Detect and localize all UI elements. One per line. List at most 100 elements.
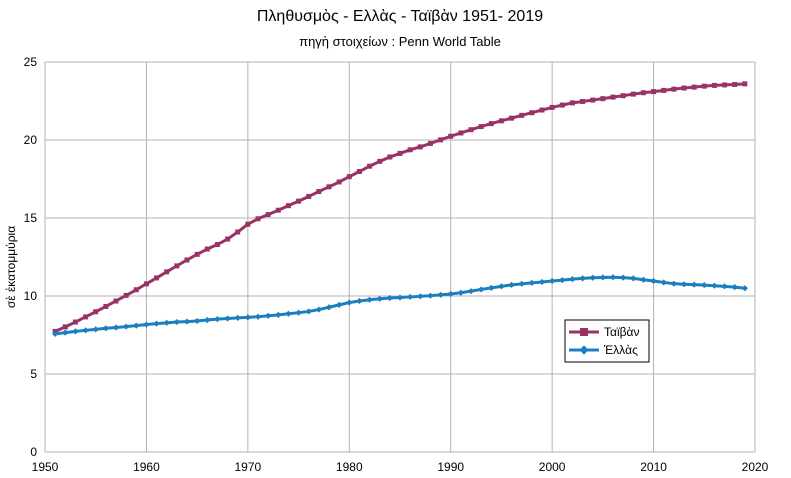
- data-point: [691, 84, 697, 90]
- data-point: [244, 314, 251, 321]
- y-tick-label: 0: [30, 445, 37, 459]
- data-point: [356, 297, 363, 305]
- data-point: [721, 283, 728, 290]
- data-point: [569, 100, 575, 106]
- legend-box: [564, 319, 650, 363]
- data-point: [742, 81, 748, 87]
- series-line: [54, 82, 745, 333]
- legend-marker: [580, 328, 588, 336]
- data-point: [680, 281, 688, 288]
- data-point: [589, 274, 596, 281]
- data-point: [154, 275, 160, 281]
- data-point: [234, 314, 241, 321]
- data-point: [519, 112, 525, 118]
- x-tick-label: 1950: [32, 460, 59, 474]
- x-tick-label: 1990: [437, 460, 464, 474]
- data-point: [488, 121, 494, 127]
- data-point: [651, 89, 657, 95]
- data-point: [367, 163, 373, 169]
- data-point: [315, 306, 322, 313]
- data-point: [83, 314, 89, 320]
- data-point: [346, 174, 352, 180]
- data-point: [336, 301, 343, 308]
- data-point: [72, 328, 79, 335]
- data-point: [600, 96, 606, 102]
- data-point: [316, 188, 322, 194]
- data-point: [498, 118, 504, 124]
- grid: [44, 61, 756, 453]
- legend-entry: Ἑλλὰς: [569, 343, 638, 357]
- data-point: [225, 236, 231, 242]
- series-layer: [52, 81, 748, 338]
- data-point: [488, 284, 495, 291]
- data-point: [458, 130, 464, 136]
- data-point: [438, 137, 444, 143]
- data-point: [590, 97, 596, 103]
- data-point: [671, 86, 677, 92]
- data-point: [417, 293, 424, 300]
- data-point: [599, 274, 606, 281]
- data-point: [133, 322, 140, 329]
- data-point: [112, 324, 120, 331]
- data-point: [722, 82, 728, 88]
- y-tick-label: 25: [24, 55, 38, 69]
- data-point: [275, 311, 282, 318]
- data-point: [174, 263, 180, 269]
- data-point: [650, 277, 657, 285]
- data-point: [701, 281, 708, 289]
- data-point: [164, 269, 170, 275]
- data-point: [661, 87, 667, 93]
- data-point: [580, 98, 586, 104]
- data-point: [184, 257, 190, 263]
- x-tick-label: 2020: [742, 460, 769, 474]
- y-tick-label: 15: [24, 211, 38, 225]
- data-point: [630, 275, 637, 282]
- data-point: [305, 308, 312, 315]
- data-point: [92, 326, 99, 333]
- data-point: [153, 320, 160, 327]
- data-point: [235, 229, 241, 235]
- data-point: [569, 276, 576, 283]
- data-point: [325, 304, 333, 311]
- data-point: [93, 309, 99, 315]
- data-point: [396, 294, 404, 301]
- data-point: [741, 285, 748, 292]
- data-point: [62, 329, 69, 336]
- data-point: [72, 319, 78, 325]
- data-point: [457, 289, 464, 296]
- data-point: [508, 281, 515, 289]
- legend-entry: Ταϊβὰν: [569, 325, 639, 339]
- data-point: [194, 317, 201, 325]
- data-point: [407, 147, 413, 153]
- data-point: [183, 318, 191, 325]
- data-point: [437, 291, 444, 299]
- data-point: [254, 313, 262, 320]
- x-tick-label: 2000: [539, 460, 566, 474]
- plot-area: [44, 61, 756, 453]
- data-point: [538, 278, 546, 286]
- data-point: [82, 327, 89, 334]
- data-point: [285, 310, 292, 317]
- tick-labels: 1950 1960 1970 1980 1990 2000 2010 2020 0 5 10 15 20…: [24, 55, 769, 474]
- x-tick-label: 1960: [133, 460, 160, 474]
- data-point: [610, 94, 616, 100]
- data-point: [62, 324, 68, 330]
- chart-title: Πληθυσμὸς - Ελλὰς - Ταϊβὰν 1951- 2019: [257, 8, 543, 25]
- data-point: [377, 158, 383, 164]
- data-point: [346, 299, 353, 306]
- data-point: [660, 279, 667, 286]
- data-point: [427, 292, 434, 299]
- data-point: [640, 90, 646, 96]
- data-point: [214, 315, 221, 323]
- legend-marker: [579, 345, 589, 355]
- data-point: [620, 93, 626, 99]
- data-point: [731, 284, 738, 291]
- data-point: [52, 330, 59, 338]
- data-point: [143, 281, 149, 287]
- data-point: [518, 280, 525, 287]
- data-point: [549, 104, 555, 110]
- data-point: [528, 279, 535, 286]
- data-point: [173, 318, 180, 326]
- data-point: [143, 321, 150, 328]
